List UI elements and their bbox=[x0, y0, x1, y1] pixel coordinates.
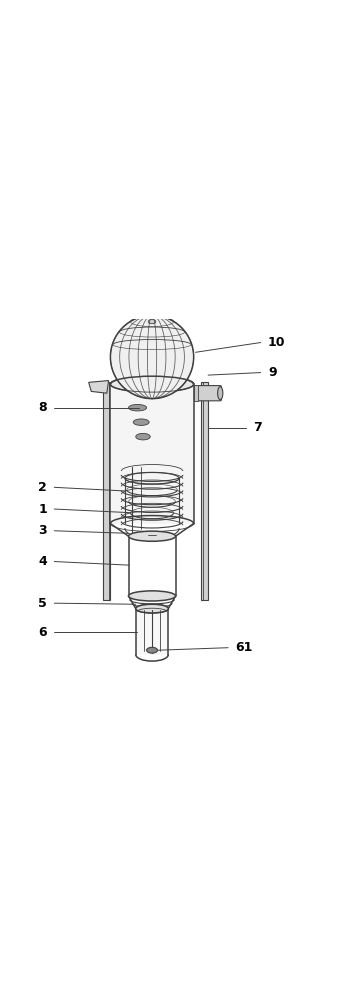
Ellipse shape bbox=[136, 433, 150, 440]
Text: 5: 5 bbox=[38, 597, 47, 610]
Ellipse shape bbox=[129, 591, 176, 601]
Text: 2: 2 bbox=[38, 481, 47, 494]
Text: 10: 10 bbox=[268, 336, 285, 349]
Text: 61: 61 bbox=[235, 641, 253, 654]
Ellipse shape bbox=[129, 404, 147, 411]
Ellipse shape bbox=[133, 419, 149, 425]
Text: 8: 8 bbox=[38, 401, 47, 414]
Ellipse shape bbox=[129, 531, 176, 541]
Polygon shape bbox=[89, 381, 109, 393]
Bar bbox=[110, 384, 194, 524]
FancyBboxPatch shape bbox=[194, 386, 221, 401]
Ellipse shape bbox=[148, 320, 156, 324]
Text: 6: 6 bbox=[38, 626, 47, 639]
Text: 1: 1 bbox=[38, 503, 47, 516]
Text: 4: 4 bbox=[38, 555, 47, 568]
Ellipse shape bbox=[218, 387, 223, 400]
Text: 9: 9 bbox=[268, 366, 277, 379]
Ellipse shape bbox=[136, 604, 168, 613]
Text: 7: 7 bbox=[253, 421, 262, 434]
Ellipse shape bbox=[110, 315, 194, 399]
Ellipse shape bbox=[147, 647, 157, 653]
Bar bbox=[194, 385, 198, 401]
Ellipse shape bbox=[136, 604, 168, 613]
Text: 3: 3 bbox=[38, 524, 47, 537]
Bar bbox=[201, 382, 208, 600]
Bar bbox=[103, 382, 110, 600]
Bar bbox=[136, 609, 168, 655]
Ellipse shape bbox=[110, 376, 194, 392]
